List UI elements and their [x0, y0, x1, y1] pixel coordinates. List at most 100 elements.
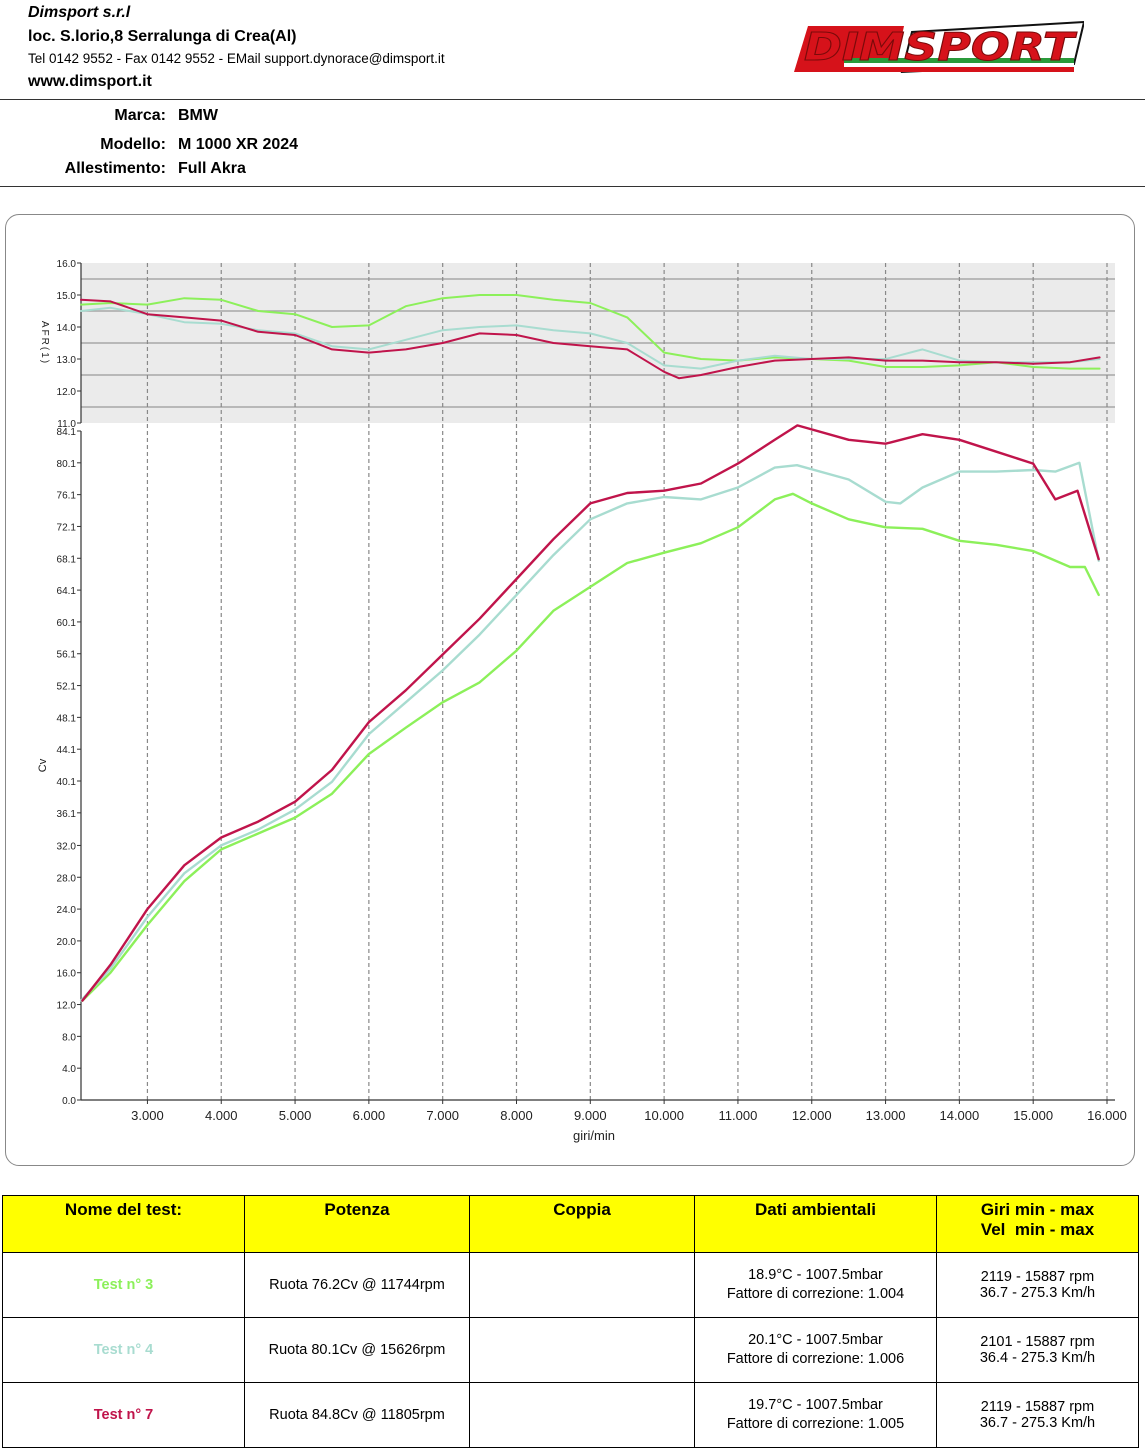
power-y-axis-label: Cv: [37, 758, 49, 772]
company-name: Dimsport s.r.l: [28, 4, 131, 21]
power-y-tick-label: 12.0: [57, 1001, 77, 1012]
results-header-row: Nome del test: Potenza Coppia Dati ambie…: [2, 1195, 1139, 1253]
power-y-tick-label: 28.0: [57, 873, 77, 884]
marca-value: BMW: [178, 107, 218, 124]
power-series-line-2: [79, 461, 1100, 1002]
company-website: www.dimsport.it: [28, 73, 152, 90]
x-tick-label: 15.000: [1013, 1108, 1053, 1123]
power-y-tick-label: 16.0: [57, 969, 77, 980]
vel-range: 36.4 - 275.3 Km/h: [979, 1350, 1096, 1366]
power-y-tick-label: 32.0: [57, 841, 77, 852]
power-series-line-1: [81, 492, 1100, 1002]
ambientali-cell: 20.1°C - 1007.5mbar Fattore di correzion…: [694, 1317, 937, 1383]
ambientali-temp: 20.1°C - 1007.5mbar: [748, 1332, 883, 1348]
test-name-cell: Test n° 3: [2, 1252, 245, 1318]
header-vel: Vel min - max: [980, 1220, 1095, 1239]
logo-text: DIMSPORT: [804, 25, 1078, 69]
coppia-cell: [469, 1382, 695, 1448]
giri-range: 2119 - 15887 rpm: [980, 1399, 1095, 1415]
giri-range: 2119 - 15887 rpm: [980, 1269, 1095, 1285]
x-tick-label: 10.000: [644, 1108, 684, 1123]
potenza-cell: Ruota 80.1Cv @ 15626rpm: [244, 1317, 470, 1383]
allestimento-label: Allestimento:: [64, 160, 166, 177]
header-potenza: Potenza: [244, 1195, 470, 1253]
potenza-cell: Ruota 76.2Cv @ 11744rpm: [244, 1252, 470, 1318]
power-series-line-3: [81, 424, 1100, 1002]
x-tick-label: 4.000: [205, 1108, 238, 1123]
test-name-cell: Test n° 4: [2, 1317, 245, 1383]
afr-y-tick-label: 16.0: [57, 259, 77, 270]
coppia-cell: [469, 1317, 695, 1383]
power-y-tick-label: 76.1: [57, 491, 77, 502]
giri-vel-cell: 2119 - 15887 rpm 36.7 - 275.3 Km/h: [936, 1382, 1139, 1448]
afr-y-tick-label: 12.0: [57, 387, 77, 398]
header-coppia: Coppia: [469, 1195, 695, 1253]
power-y-tick-label: 60.1: [57, 618, 77, 629]
x-tick-label: 8.000: [500, 1108, 533, 1123]
header-dati-ambientali: Dati ambientali: [694, 1195, 937, 1253]
power-y-tick-label: 8.0: [62, 1032, 76, 1043]
x-tick-label: 16.000: [1087, 1108, 1127, 1123]
x-tick-label: 3.000: [131, 1108, 164, 1123]
x-tick-label: 6.000: [353, 1108, 386, 1123]
vel-range: 36.7 - 275.3 Km/h: [979, 1415, 1096, 1431]
afr-series-line-1: [80, 294, 1101, 370]
results-table: Nome del test: Potenza Coppia Dati ambie…: [2, 1195, 1139, 1448]
marca-label: Marca:: [114, 107, 166, 124]
power-y-tick-label: 44.1: [57, 745, 77, 756]
giri-vel-cell: 2119 - 15887 rpm 36.7 - 275.3 Km/h: [936, 1252, 1139, 1318]
allestimento-value: Full Akra: [178, 160, 246, 177]
dyno-chart-frame: 11.0 12.0 13.0 14.0 15.0 16.0 0.0 4.0 8.0 12.0 16.…: [5, 214, 1135, 1166]
power-y-tick-label: 64.1: [57, 586, 77, 597]
x-tick-label: 11.000: [719, 1108, 758, 1123]
dimsport-logo: DIMSPORT: [794, 20, 1084, 74]
table-row: Test n° 4 Ruota 80.1Cv @ 15626rpm 20.1°C…: [2, 1317, 1139, 1383]
x-tick-label: 12.000: [792, 1108, 832, 1123]
ambientali-correction: Fattore di correzione: 1.004: [726, 1286, 905, 1302]
table-row: Test n° 3 Ruota 76.2Cv @ 11744rpm 18.9°C…: [2, 1252, 1139, 1318]
ambientali-temp: 19.7°C - 1007.5mbar: [748, 1397, 883, 1413]
ambientali-cell: 18.9°C - 1007.5mbar Fattore di correzion…: [694, 1252, 937, 1318]
ambientali-correction: Fattore di correzione: 1.006: [726, 1351, 905, 1367]
power-y-tick-label: 4.0: [62, 1064, 76, 1075]
x-tick-label: 9.000: [574, 1108, 607, 1123]
afr-y-tick-label: 15.0: [57, 291, 77, 302]
dyno-chart: 11.0 12.0 13.0 14.0 15.0 16.0 0.0 4.0 8.0 12.0 16.…: [37, 259, 1127, 1143]
power-y-tick-label: 56.1: [57, 650, 77, 661]
afr-y-tick-label: 13.0: [57, 355, 77, 366]
power-y-tick-label: 72.1: [57, 522, 77, 533]
power-y-tick-label: 48.1: [57, 713, 77, 724]
giri-vel-cell: 2101 - 15887 rpm 36.4 - 275.3 Km/h: [936, 1317, 1139, 1383]
test-name-cell: Test n° 7: [2, 1382, 245, 1448]
power-y-tick-label: 52.1: [57, 682, 77, 693]
giri-range: 2101 - 15887 rpm: [980, 1334, 1095, 1350]
x-tick-label: 14.000: [939, 1108, 979, 1123]
header-giri: Giri min - max: [980, 1200, 1095, 1219]
power-y-tick-label: 0.0: [62, 1096, 76, 1107]
afr-y-tick-label: 11.0: [57, 419, 76, 430]
power-y-tick-label: 40.1: [57, 777, 77, 788]
vel-range: 36.7 - 275.3 Km/h: [979, 1285, 1096, 1301]
modello-value: M 1000 XR 2024: [178, 136, 299, 153]
coppia-cell: [469, 1252, 695, 1318]
afr-y-axis-label: AFR(1): [39, 321, 50, 365]
power-y-tick-label: 36.1: [57, 809, 77, 820]
power-y-tick-label: 80.1: [57, 459, 77, 470]
power-y-tick-label: 68.1: [57, 554, 77, 565]
x-axis-label: giri/min: [573, 1128, 615, 1143]
power-y-tick-label: 20.0: [57, 937, 77, 948]
table-row: Test n° 7 Ruota 84.8Cv @ 11805rpm 19.7°C…: [2, 1382, 1139, 1448]
x-tick-label: 7.000: [426, 1108, 459, 1123]
afr-series-line-3: [80, 298, 1101, 380]
company-contacts: Tel 0142 9552 - Fax 0142 9552 - EMail su…: [28, 51, 445, 66]
power-y-tick-label: 84.1: [57, 427, 77, 438]
header-divider: [0, 99, 1145, 100]
afr-y-tick-label: 14.0: [57, 323, 77, 334]
power-y-tick-label: 24.0: [57, 905, 77, 916]
ambientali-correction: Fattore di correzione: 1.005: [726, 1416, 905, 1432]
company-address: loc. S.lorio,8 Serralunga di Crea(Al): [28, 28, 297, 45]
ambientali-temp: 18.9°C - 1007.5mbar: [748, 1267, 883, 1283]
header-giri-vel: Giri min - max Vel min - max: [936, 1195, 1139, 1253]
vehicle-divider: [0, 186, 1145, 187]
header-test-name: Nome del test:: [2, 1195, 245, 1253]
